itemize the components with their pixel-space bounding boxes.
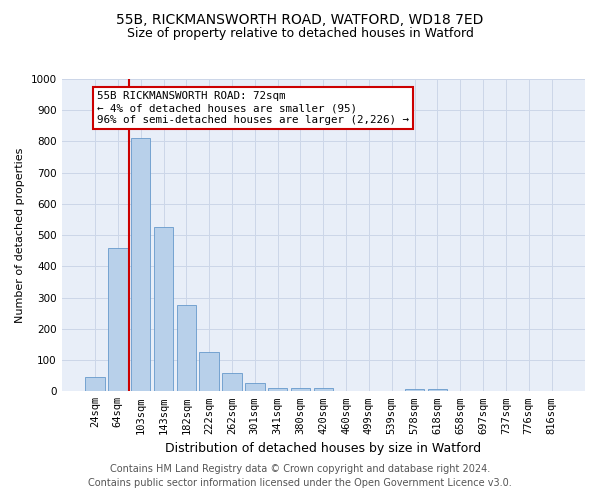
Text: Contains HM Land Registry data © Crown copyright and database right 2024.
Contai: Contains HM Land Registry data © Crown c… (88, 464, 512, 487)
Bar (176, 306, 196, 392)
Bar (314, 388, 333, 392)
Bar (245, 384, 265, 392)
Bar (405, 389, 424, 392)
Bar (222, 372, 242, 392)
Bar (268, 388, 287, 392)
Text: 55B RICKMANSWORTH ROAD: 72sqm
← 4% of detached houses are smaller (95)
96% of se: 55B RICKMANSWORTH ROAD: 72sqm ← 4% of de… (97, 92, 409, 124)
Bar (154, 228, 173, 392)
Text: Size of property relative to detached houses in Watford: Size of property relative to detached ho… (127, 28, 473, 40)
Y-axis label: Number of detached properties: Number of detached properties (15, 148, 25, 323)
Bar (108, 248, 128, 392)
Bar (428, 389, 447, 392)
Bar (291, 388, 310, 392)
Bar (131, 138, 151, 392)
Text: 55B, RICKMANSWORTH ROAD, WATFORD, WD18 7ED: 55B, RICKMANSWORTH ROAD, WATFORD, WD18 7… (116, 12, 484, 26)
X-axis label: Distribution of detached houses by size in Watford: Distribution of detached houses by size … (165, 442, 481, 455)
Bar (85, 378, 105, 392)
Bar (199, 352, 219, 392)
